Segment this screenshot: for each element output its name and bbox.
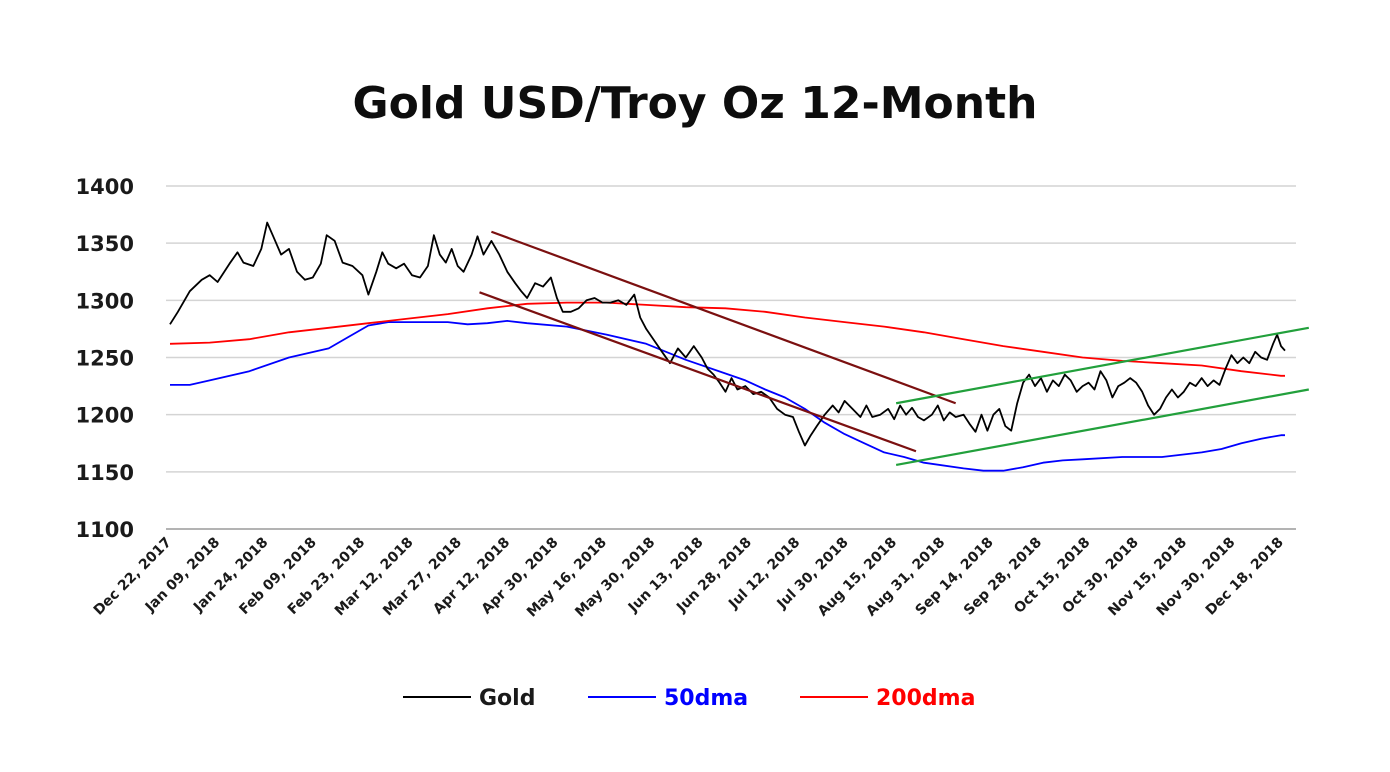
grid-lines (166, 185, 1296, 530)
y-tick-label: 1150 (76, 461, 134, 485)
trend-channel-lines (479, 230, 1310, 467)
downtrend-upper-line (491, 230, 957, 405)
chart-title: Gold USD/Troy Oz 12-Month (352, 78, 1038, 129)
y-tick-label: 1350 (76, 232, 134, 256)
series-200dma-line (169, 301, 1285, 377)
y-tick-label: 1100 (76, 518, 134, 542)
y-axis-ticks: 1100 1150 1200 1250 1300 1350 1400 (76, 175, 134, 542)
y-tick-label: 1250 (76, 347, 134, 371)
legend-label-200dma: 200dma (876, 686, 975, 711)
y-tick-label: 1400 (76, 175, 134, 199)
series-lines (169, 221, 1286, 472)
legend: Gold 50dma 200dma (403, 686, 975, 711)
downtrend-lower-line (479, 291, 917, 453)
legend-label-50dma: 50dma (664, 686, 748, 711)
uptrend-upper-line (895, 326, 1310, 405)
y-tick-label: 1200 (76, 404, 134, 428)
y-tick-label: 1300 (76, 289, 134, 313)
uptrend-lower-line (895, 388, 1310, 467)
series-gold-line (169, 221, 1286, 447)
series-50dma-line (170, 319, 1285, 472)
legend-label-gold: Gold (479, 686, 535, 711)
